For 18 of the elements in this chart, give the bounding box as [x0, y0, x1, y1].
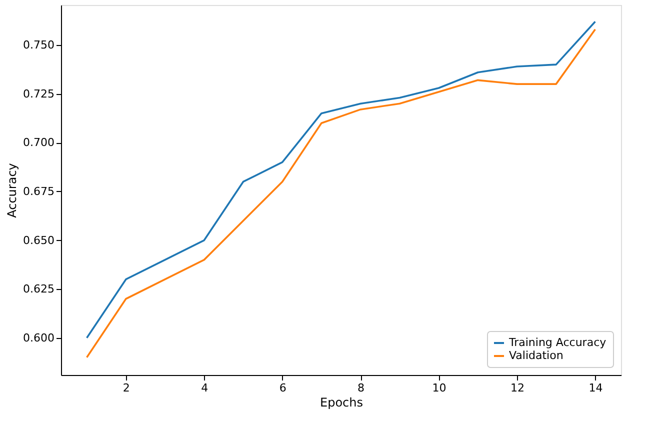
y-tick-label: 0.600	[23, 331, 54, 344]
x-tick-label: 10	[432, 382, 446, 394]
legend-label: Validation	[509, 349, 564, 362]
y-tick-label: 0.675	[23, 184, 54, 198]
y-tick-label: 0.700	[23, 136, 54, 150]
x-tick-label: 4	[201, 382, 208, 394]
y-tick-label: 0.625	[23, 282, 54, 296]
x-tick-label: 2	[122, 382, 130, 394]
y-axis-title: Accuracy	[5, 163, 20, 218]
x-tick-label: 12	[510, 382, 524, 394]
y-tick-label: 0.725	[23, 87, 54, 100]
x-tick-label: 6	[279, 382, 286, 394]
x-axis-title: Epochs	[320, 396, 363, 410]
x-tick-label: 8	[358, 382, 365, 394]
x-tick-label: 14	[588, 382, 603, 394]
y-tick-label: 0.750	[23, 38, 54, 52]
legend-label: Training Accuracy	[508, 336, 607, 349]
y-tick-label: 0.650	[23, 234, 54, 247]
